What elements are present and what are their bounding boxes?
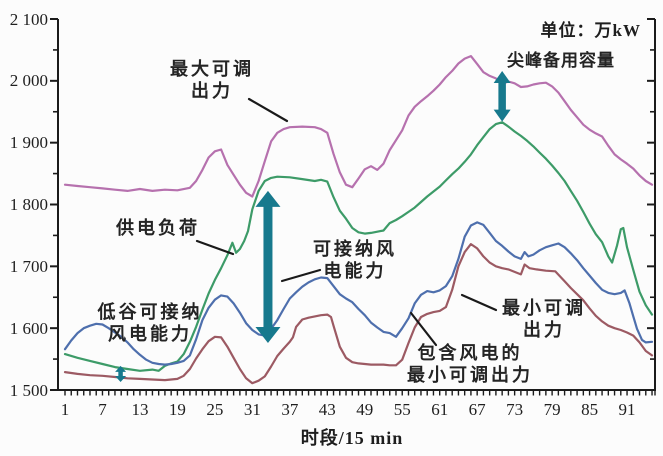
- x-tick-label-43: 43: [318, 400, 336, 419]
- y-tick-label-1700: 1 700: [9, 256, 48, 276]
- peak-reserve-arrow: [493, 70, 511, 122]
- annotation-min-output: 最小可调 出力: [502, 297, 586, 341]
- min-output-callout-line: [460, 293, 498, 312]
- annotation-max-output-line-1: 出力: [191, 81, 233, 101]
- x-tick-label-25: 25: [206, 400, 224, 419]
- x-tick-label-55: 55: [393, 400, 411, 419]
- annotation-valley-wind-line-0: 低谷可接纳: [97, 302, 203, 322]
- x-tick-label-37: 37: [281, 400, 299, 419]
- x-tick-label-73: 73: [506, 400, 524, 419]
- y-tick-label-1500: 1 500: [9, 380, 48, 400]
- series-line-0: [63, 54, 654, 198]
- wind-accept-callout-line: [280, 268, 322, 283]
- y-tick-label-2100: 2 100: [9, 9, 48, 29]
- x-tick-label-13: 13: [131, 400, 149, 419]
- x-axis-title: 时段/15 min: [300, 428, 404, 448]
- series-line-1: [63, 121, 654, 372]
- x-tick-label-19: 19: [168, 400, 186, 419]
- series-line-2: [63, 221, 654, 366]
- annotation-supply-load: 供电负荷: [116, 217, 200, 239]
- x-tick-label-7: 7: [98, 400, 107, 419]
- annotation-max-output-line-0: 最大可调: [170, 59, 254, 79]
- annotation-wind-accept-line-0: 可接纳风: [313, 239, 397, 259]
- annotation-valley-wind: 低谷可接纳 风电能力: [98, 301, 203, 345]
- x-tick-label-67: 67: [468, 400, 486, 419]
- y-tick-label-1900: 1 900: [9, 133, 48, 153]
- series-line-3: [63, 243, 654, 385]
- min-with-wind-callout-line: [409, 311, 438, 347]
- x-tick-label-31: 31: [243, 400, 261, 419]
- x-tick-label-91: 91: [618, 400, 636, 419]
- max-output-callout-line: [247, 97, 289, 123]
- x-tick-label-61: 61: [431, 400, 449, 419]
- annotation-supply-load-line-0: 供电负荷: [116, 218, 200, 238]
- annotation-max-output: 最大可调 出力: [170, 58, 254, 102]
- wind-accept-arrow: [255, 190, 281, 344]
- annotation-wind-accept-line-1: 电能力: [323, 261, 387, 281]
- unit-label: 单位：万kW: [540, 21, 641, 40]
- x-tick-label-85: 85: [581, 400, 599, 419]
- annotation-min-with-wind: 包含风电的 最小可调出力: [407, 342, 533, 386]
- annotation-wind-accept: 可接纳风 电能力: [313, 238, 397, 282]
- annotation-min-output-line-0: 最小可调: [502, 298, 586, 318]
- annotation-min-output-line-1: 出力: [523, 320, 565, 340]
- y-tick-label-2000: 2 000: [9, 71, 48, 91]
- y-tick-label-1600: 1 600: [9, 318, 48, 338]
- y-tick-label-1800: 1 800: [9, 195, 48, 214]
- x-tick-label-1: 1: [60, 400, 70, 419]
- valley-reserve-arrow: [115, 365, 127, 382]
- annotation-peak-reserve: 尖峰备用容量: [507, 50, 615, 72]
- annotation-min-with-wind-line-0: 包含风电的: [417, 343, 523, 363]
- annotation-valley-wind-line-1: 风电能力: [108, 324, 192, 344]
- annotation-peak-reserve-line-0: 尖峰备用容量: [507, 51, 615, 70]
- supply-load-callout-line: [195, 239, 235, 256]
- annotation-min-with-wind-line-1: 最小可调出力: [407, 365, 533, 385]
- x-tick-label-79: 79: [543, 400, 561, 419]
- x-tick-label-49: 49: [356, 400, 374, 419]
